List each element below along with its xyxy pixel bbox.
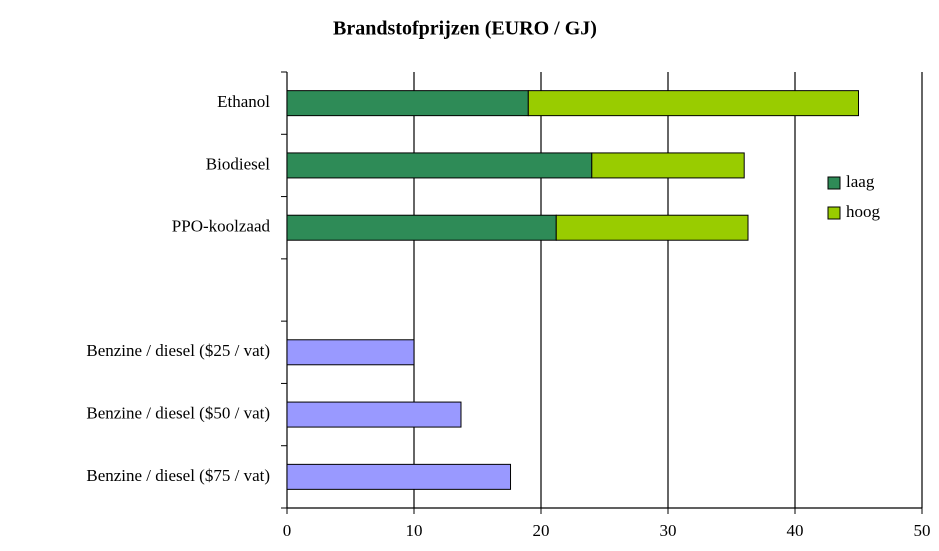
bar: [286, 152, 593, 179]
x-tick-label: 0: [283, 521, 292, 540]
bar: [286, 90, 529, 117]
bar: [286, 339, 415, 366]
bar: [555, 214, 749, 241]
legend-swatch: [827, 176, 841, 190]
legend-label: laag: [846, 172, 875, 191]
bar: [286, 214, 557, 241]
y-tick-label: Ethanol: [217, 92, 270, 111]
chart-title: Brandstofprijzen (EURO / GJ): [333, 18, 597, 40]
y-tick-label: Benzine / diesel ($75 / vat): [86, 466, 270, 485]
legend-label: hoog: [846, 202, 881, 221]
y-tick-label: Benzine / diesel ($25 / vat): [86, 341, 270, 360]
legend-swatch: [827, 206, 841, 220]
x-tick-label: 40: [787, 521, 804, 540]
y-tick-label: Benzine / diesel ($50 / vat): [86, 403, 270, 422]
bar: [591, 152, 745, 179]
bar: [527, 90, 859, 117]
x-tick-label: 20: [533, 521, 550, 540]
bar: [286, 463, 512, 490]
x-tick-label: 30: [660, 521, 677, 540]
x-tick-label: 10: [406, 521, 423, 540]
y-tick-label: Biodiesel: [206, 154, 270, 173]
y-tick-label: PPO-koolzaad: [172, 217, 271, 236]
x-tick-label: 50: [914, 521, 931, 540]
bar: [286, 401, 462, 428]
